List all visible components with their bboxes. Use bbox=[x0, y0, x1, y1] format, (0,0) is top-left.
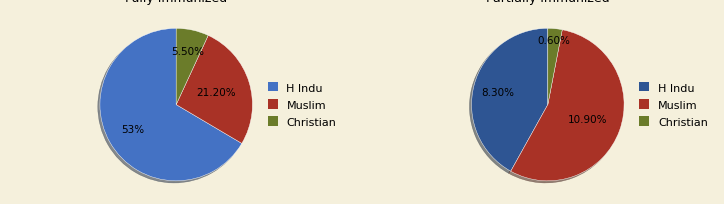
Wedge shape bbox=[510, 31, 624, 181]
Text: 8.30%: 8.30% bbox=[481, 87, 514, 97]
Wedge shape bbox=[548, 29, 563, 105]
Title: Partially immunized: Partially immunized bbox=[486, 0, 610, 5]
Wedge shape bbox=[100, 29, 242, 181]
Wedge shape bbox=[471, 29, 548, 171]
Legend: H Indu, Muslim, Christian: H Indu, Muslim, Christian bbox=[268, 83, 336, 127]
Text: 10.90%: 10.90% bbox=[568, 114, 607, 124]
Text: 21.20%: 21.20% bbox=[196, 88, 236, 98]
Wedge shape bbox=[176, 36, 253, 144]
Legend: H Indu, Muslim, Christian: H Indu, Muslim, Christian bbox=[639, 83, 708, 127]
Text: 5.50%: 5.50% bbox=[172, 47, 204, 57]
Wedge shape bbox=[176, 29, 209, 105]
Text: 53%: 53% bbox=[122, 124, 145, 134]
Text: 0.60%: 0.60% bbox=[537, 36, 571, 46]
Title: Fully Immunized: Fully Immunized bbox=[125, 0, 227, 5]
